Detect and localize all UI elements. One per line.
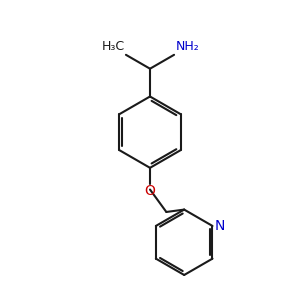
Text: NH₂: NH₂	[176, 40, 199, 53]
Text: N: N	[215, 219, 225, 233]
Text: H₃C: H₃C	[101, 40, 124, 53]
Text: O: O	[145, 184, 155, 198]
